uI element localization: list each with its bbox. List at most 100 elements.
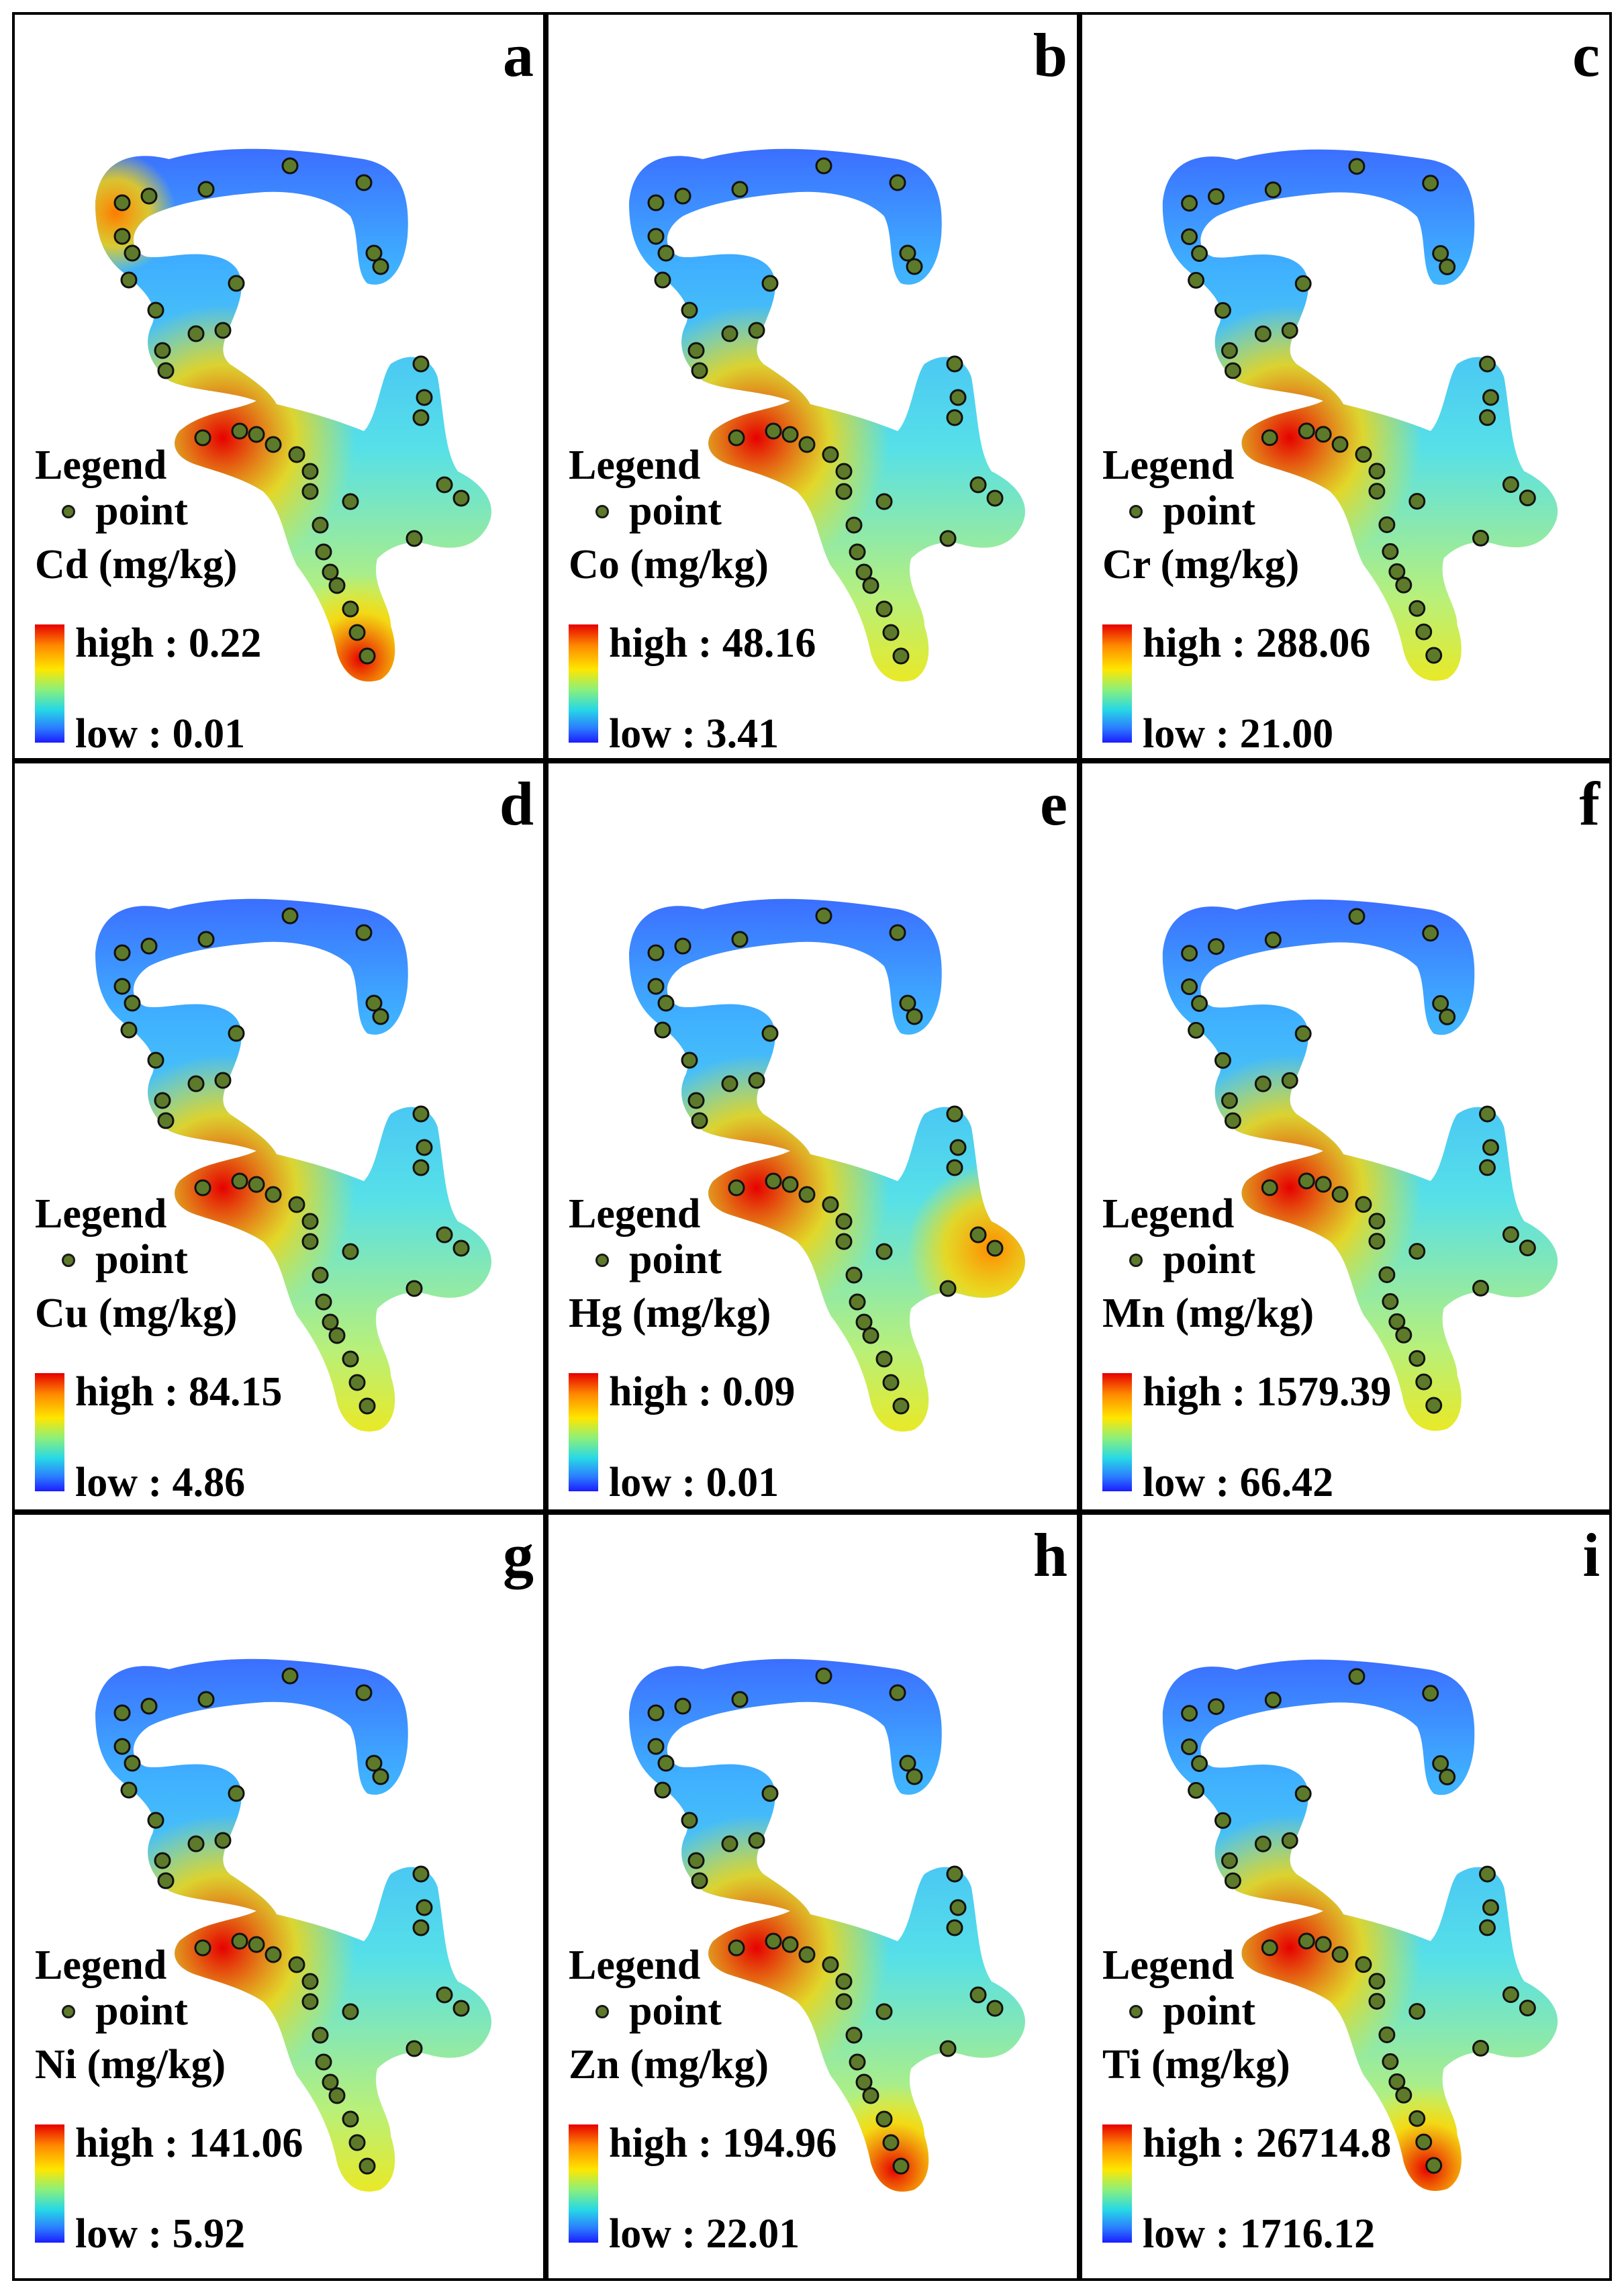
sample-point: [228, 1785, 245, 1802]
sample-point: [1294, 1785, 1312, 1802]
sample-point: [1214, 1812, 1231, 1829]
sample-point: [301, 1993, 319, 2010]
legend-point-label: point: [1163, 1237, 1255, 1282]
map-panel-b: b Legend point Co (mg/kg) high : 48.16 low : …: [546, 12, 1080, 761]
legend-low-value: low : 21.00: [1143, 711, 1334, 757]
sample-point: [1264, 181, 1282, 199]
sample-point: [949, 1899, 967, 1916]
sample-point: [187, 325, 205, 342]
sample-point: [939, 1280, 957, 1297]
sample-point: [657, 994, 675, 1012]
sample-point: [728, 429, 745, 447]
sample-point: [691, 1872, 708, 1889]
legend-low-value: low : 66.42: [1143, 1460, 1334, 1505]
sample-point: [1432, 245, 1449, 262]
sample-point: [647, 228, 665, 245]
sample-point: [691, 1112, 708, 1129]
sample-point: [946, 1865, 963, 1883]
sample-point: [1214, 1051, 1231, 1069]
sample-point: [875, 1243, 893, 1260]
sample-point: [372, 1768, 389, 1785]
sample-point: [124, 994, 141, 1012]
sample-point: [1415, 623, 1433, 641]
sample-point: [113, 228, 131, 245]
sample-point: [691, 362, 708, 379]
sample-point: [1261, 429, 1278, 447]
sample-point: [822, 1956, 839, 1973]
sample-point: [986, 1239, 1004, 1257]
sample-point: [815, 157, 832, 175]
sample-point: [1425, 1397, 1443, 1414]
sample-point: [1368, 1993, 1386, 2010]
sample-point: [194, 429, 211, 447]
sample-point: [1224, 1112, 1241, 1129]
sample-point: [405, 1280, 423, 1297]
sample-point: [1294, 1025, 1312, 1042]
sample-point: [721, 1075, 738, 1092]
gradient-ramp-icon: [35, 624, 64, 743]
sample-point: [1415, 2133, 1433, 2151]
sample-point: [265, 1186, 282, 1203]
legend-high-value: high : 288.06: [1143, 620, 1371, 666]
sample-point: [1224, 362, 1241, 379]
sample-point: [654, 271, 671, 289]
sample-point: [187, 1075, 205, 1092]
legend-point-label: point: [95, 488, 188, 534]
legend-low-value: low : 0.01: [75, 711, 246, 757]
sample-point: [1408, 493, 1426, 510]
sample-point: [194, 1939, 211, 1957]
sample-point: [355, 174, 373, 191]
sample-point: [187, 1835, 205, 1853]
sample-point: [798, 1946, 816, 1963]
study-area-map: [1162, 149, 1558, 681]
sample-point: [889, 924, 906, 941]
sample-point: [359, 2157, 376, 2175]
sample-point: [288, 1196, 305, 1213]
sample-point: [412, 1105, 430, 1123]
legend-high-value: high : 194.96: [609, 2120, 837, 2166]
circle-dot-icon: [1129, 505, 1143, 518]
legend-high-value: high : 48.16: [609, 620, 816, 666]
sample-point: [748, 1832, 765, 1849]
sample-point: [328, 2087, 346, 2104]
sample-point: [845, 516, 863, 534]
sample-point: [281, 907, 299, 925]
sample-point: [1181, 195, 1198, 212]
sample-point: [1181, 1738, 1198, 1756]
sample-point: [781, 1936, 799, 1953]
sample-point: [214, 1072, 232, 1089]
sample-point: [120, 271, 138, 289]
sample-point: [1254, 325, 1272, 342]
sample-point: [1482, 1899, 1499, 1916]
sample-point: [681, 301, 698, 319]
sample-point: [342, 600, 359, 618]
sample-point: [1261, 1939, 1278, 1957]
gradient-ramp-icon: [35, 1373, 64, 1491]
sample-point: [946, 355, 963, 373]
sample-point: [899, 244, 916, 262]
sample-point: [892, 1397, 910, 1415]
sample-point: [1214, 301, 1231, 319]
sample-point: [1264, 931, 1282, 949]
sample-point: [1479, 355, 1496, 373]
sample-point: [301, 1973, 319, 1990]
sample-point: [452, 2000, 470, 2017]
legend-high-value: high : 141.06: [75, 2120, 303, 2166]
sample-point: [882, 624, 900, 641]
sample-point: [113, 194, 131, 212]
sample-point: [348, 2134, 366, 2151]
sample-point: [1208, 938, 1225, 955]
sample-point: [862, 577, 879, 594]
sample-point: [1382, 1293, 1399, 1310]
study-area-map: [95, 1658, 491, 2192]
sample-point: [765, 1172, 782, 1190]
sample-point: [892, 647, 910, 665]
sample-point: [1254, 1075, 1272, 1092]
sample-point: [855, 1313, 873, 1331]
sample-point: [348, 1374, 366, 1391]
sample-point: [157, 1872, 175, 1889]
legend-title: Legend: [569, 1943, 701, 1988]
sample-point: [124, 1754, 141, 1772]
sample-point: [1482, 389, 1499, 406]
